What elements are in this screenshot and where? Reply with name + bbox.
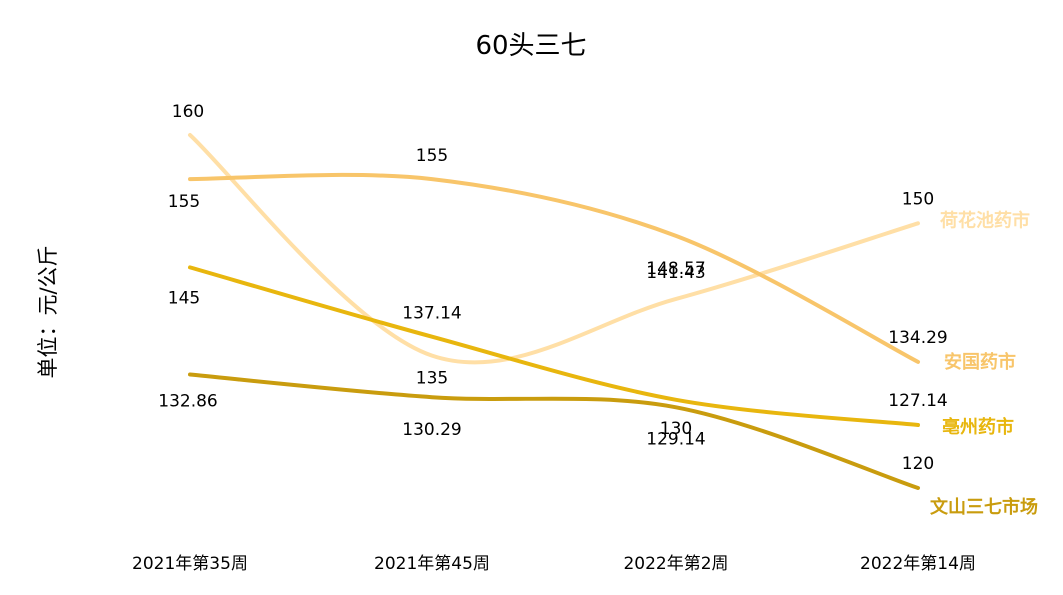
series-name-label: 文山三七市场 <box>930 496 1038 518</box>
series-name-label: 亳州药市 <box>942 416 1014 438</box>
data-label: 135 <box>416 369 448 389</box>
x-tick-label: 2021年第45周 <box>374 554 490 574</box>
data-label: 120 <box>902 454 934 474</box>
series-name-label: 安国药市 <box>944 351 1016 373</box>
data-label: 137.14 <box>402 304 461 324</box>
x-tick-label: 2022年第14周 <box>860 554 976 574</box>
data-labels: 160 135 141.43 150 155 155 148.57 134.29 145 137.… <box>158 102 947 474</box>
series-line <box>188 372 920 490</box>
series-lines <box>188 133 920 490</box>
data-label: 155 <box>168 192 200 212</box>
series-line <box>188 172 920 364</box>
data-label: 130.29 <box>402 420 461 440</box>
data-label: 134.29 <box>888 328 947 348</box>
data-label: 160 <box>172 102 204 122</box>
data-label: 129.14 <box>646 429 705 449</box>
data-label: 130 <box>660 419 692 439</box>
data-label: 127.14 <box>888 391 947 411</box>
data-label: 148.57 <box>646 259 705 279</box>
x-tick-label: 2022年第2周 <box>623 554 728 574</box>
x-axis-tick-labels: 2021年第35周 2021年第45周 2022年第2周 2022年第14周 <box>132 554 976 574</box>
data-label: 155 <box>416 146 448 166</box>
series-line <box>188 265 920 427</box>
data-label: 141.43 <box>646 263 705 283</box>
x-tick-label: 2021年第35周 <box>132 554 248 574</box>
data-label: 132.86 <box>158 392 217 412</box>
series-name-label: 荷花池药市 <box>940 209 1030 231</box>
series-line <box>188 133 920 365</box>
y-axis-label: 单位：元/公斤 <box>36 245 60 378</box>
data-label: 145 <box>168 288 200 308</box>
data-label: 150 <box>902 189 934 209</box>
chart-title: 60头三七 <box>475 31 586 61</box>
